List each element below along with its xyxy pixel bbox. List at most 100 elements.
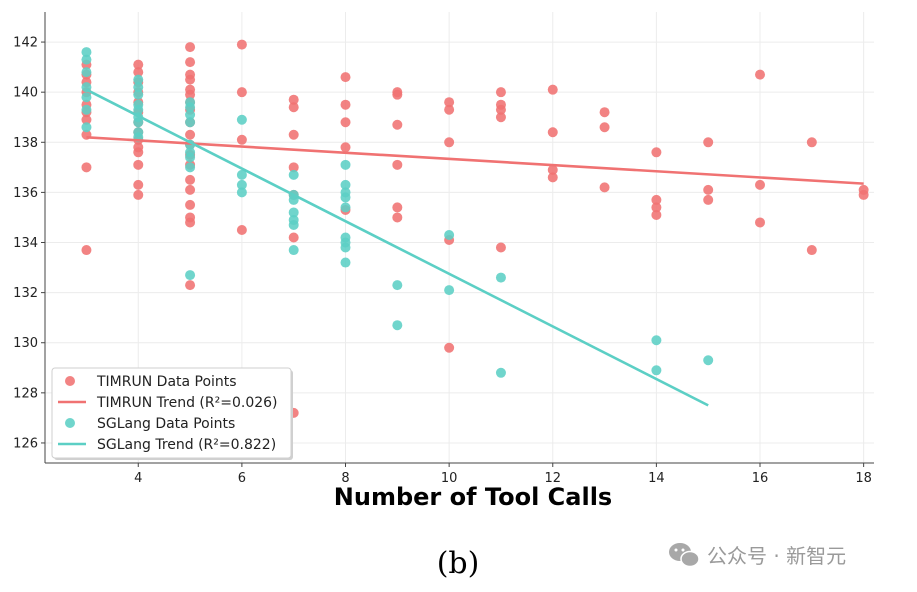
timrun-data-point: [133, 179, 144, 190]
y-tick-label: 136: [13, 186, 38, 201]
timrun-data-point: [495, 112, 506, 123]
sglang-data-point: [81, 104, 92, 115]
sglang-data-point: [81, 67, 92, 78]
timrun-data-point: [806, 137, 817, 148]
timrun-data-point: [444, 97, 455, 108]
legend-label: TIMRUN Trend (R²=0.026): [96, 395, 278, 411]
sglang-data-point: [185, 162, 196, 173]
timrun-data-point: [185, 42, 196, 53]
sglang-data-point: [444, 229, 455, 240]
timrun-data-point: [547, 127, 558, 138]
x-tick-label: 18: [855, 471, 872, 486]
timrun-data-point: [288, 94, 299, 105]
timrun-data-point: [547, 84, 558, 95]
timrun-data-point: [755, 217, 766, 228]
legend-label: SGLang Trend (R²=0.822): [97, 437, 276, 453]
timrun-data-point: [185, 84, 196, 95]
timrun-data-point: [288, 102, 299, 113]
timrun-data-point: [185, 129, 196, 140]
timrun-data-point: [81, 114, 92, 125]
sglang-data-point: [185, 97, 196, 108]
sglang-data-point: [81, 92, 92, 103]
timrun-data-point: [755, 69, 766, 80]
timrun-data-point: [703, 194, 714, 205]
timrun-data-point: [236, 134, 247, 145]
timrun-data-point: [599, 107, 610, 118]
timrun-data-point: [444, 137, 455, 148]
sglang-data-point: [392, 280, 403, 291]
timrun-data-point: [185, 184, 196, 195]
legend-marker: [65, 376, 75, 386]
timrun-data-point: [185, 199, 196, 210]
x-tick-label: 14: [648, 471, 665, 486]
timrun-data-point: [495, 99, 506, 110]
timrun-data-point: [133, 159, 144, 170]
timrun-data-point: [185, 174, 196, 185]
sglang-data-point: [651, 335, 662, 346]
legend: TIMRUN Data Points TIMRUN Trend (R²=0.026…: [51, 367, 293, 460]
timrun-data-point: [495, 242, 506, 253]
legend-marker: [65, 418, 75, 428]
y-tick-label: 130: [13, 336, 38, 351]
timrun-data-point: [392, 87, 403, 98]
sglang-data-point: [236, 179, 247, 190]
timrun-data-point: [288, 162, 299, 173]
timrun-data-point: [858, 184, 869, 195]
timrun-data-point: [340, 142, 351, 153]
sglang-data-point: [185, 270, 196, 281]
sglang-data-point: [133, 127, 144, 138]
timrun-data-point: [444, 342, 455, 353]
sglang-data-point: [288, 207, 299, 218]
watermark: 公众号 · 新智元: [669, 543, 846, 568]
x-tick-label: 12: [544, 471, 561, 486]
timrun-data-point: [340, 72, 351, 83]
trend-lines: [85, 88, 864, 407]
sglang-data-point: [651, 365, 662, 376]
sglang-data-point: [185, 117, 196, 128]
timrun-data-point: [340, 99, 351, 110]
sglang-data-point: [185, 147, 196, 158]
sglang-data-point: [81, 47, 92, 58]
y-tick-label: 138: [13, 136, 38, 151]
sglang-data-point: [340, 257, 351, 268]
y-tick-label: 142: [13, 36, 38, 51]
legend-label: SGLang Data Points: [97, 416, 235, 432]
timrun-data-point: [495, 87, 506, 98]
timrun-trend-line: [86, 135, 864, 185]
timrun-data-point: [392, 212, 403, 223]
sglang-data-point: [703, 355, 714, 366]
sglang-data-point: [444, 285, 455, 296]
wechat-icon: [669, 543, 700, 568]
timrun-data-point: [340, 117, 351, 128]
sglang-data-point: [340, 179, 351, 190]
y-tick-label: 140: [13, 86, 38, 101]
timrun-data-point: [81, 162, 92, 173]
x-tick-label: 10: [441, 471, 458, 486]
timrun-data-point: [806, 245, 817, 256]
timrun-data-point: [133, 189, 144, 200]
timrun-data-point: [651, 147, 662, 158]
y-tick-label: 132: [13, 286, 38, 301]
sglang-data-point: [81, 122, 92, 133]
sglang-data-point: [236, 114, 247, 125]
data-points: [81, 39, 869, 418]
figure-caption: (b): [437, 546, 480, 581]
timrun-data-point: [133, 67, 144, 78]
sglang-data-point: [340, 202, 351, 213]
x-tick-label: 8: [341, 471, 349, 486]
sglang-data-point: [236, 169, 247, 180]
y-tick-label: 126: [13, 436, 38, 451]
sglang-data-point: [495, 367, 506, 378]
sglang-data-point: [133, 82, 144, 93]
timrun-data-point: [133, 142, 144, 153]
timrun-data-point: [185, 212, 196, 223]
timrun-data-point: [703, 137, 714, 148]
sglang-data-point: [495, 272, 506, 283]
legend-box: [51, 367, 292, 459]
timrun-data-point: [185, 280, 196, 291]
sglang-data-point: [288, 214, 299, 225]
sglang-data-point: [340, 232, 351, 243]
timrun-data-point: [547, 172, 558, 183]
x-axis-label: Number of Tool Calls: [334, 483, 612, 511]
sglang-data-point: [340, 187, 351, 198]
